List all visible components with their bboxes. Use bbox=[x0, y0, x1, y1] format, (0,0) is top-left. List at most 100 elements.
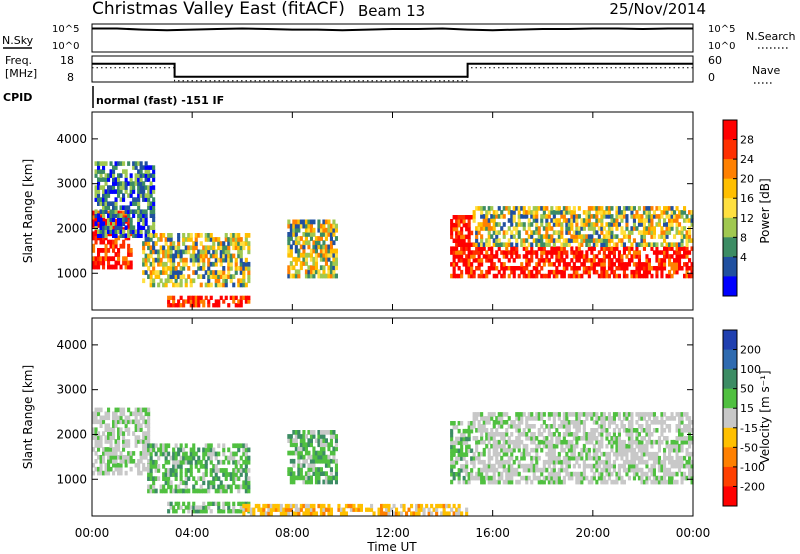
power-cell bbox=[690, 238, 694, 243]
velocity-cell bbox=[132, 419, 136, 425]
power-cell bbox=[112, 256, 116, 262]
power-cell bbox=[117, 217, 121, 222]
power-cell bbox=[457, 234, 461, 240]
power-cell bbox=[577, 226, 581, 231]
power-cell bbox=[560, 214, 564, 219]
power-cell bbox=[547, 234, 551, 239]
power-cell bbox=[572, 262, 576, 267]
power-cell bbox=[487, 242, 491, 247]
velocity-cell bbox=[637, 443, 641, 449]
velocity-cell bbox=[137, 466, 141, 472]
velocity-cell bbox=[134, 415, 138, 421]
velocity-cell bbox=[142, 462, 146, 468]
power-cell bbox=[169, 245, 173, 251]
velocity-cell bbox=[162, 476, 166, 481]
velocity-cell bbox=[540, 412, 544, 417]
power-cell bbox=[475, 258, 479, 263]
power-cell bbox=[485, 222, 489, 227]
power-cell bbox=[475, 246, 479, 251]
power-cell bbox=[149, 249, 153, 255]
velocity-cell bbox=[630, 439, 634, 445]
velocity-cell bbox=[144, 407, 148, 413]
velocity-cell bbox=[122, 411, 126, 417]
velocity-cell bbox=[212, 501, 216, 506]
velocity-cell bbox=[194, 480, 198, 486]
velocity-cell bbox=[680, 428, 684, 433]
power-cell bbox=[324, 261, 328, 266]
power-cell bbox=[485, 226, 489, 231]
power-cell bbox=[685, 250, 689, 255]
power-cell bbox=[472, 258, 476, 263]
velocity-cell bbox=[582, 447, 586, 453]
velocity-cell bbox=[197, 459, 201, 465]
power-cell bbox=[505, 206, 509, 211]
velocity-cell bbox=[147, 443, 151, 449]
velocity-cell bbox=[562, 432, 566, 437]
power-cell bbox=[530, 269, 534, 275]
velocity-cell bbox=[455, 460, 459, 465]
velocity-cell bbox=[482, 459, 486, 465]
velocity-cell bbox=[688, 443, 692, 449]
velocity-cell bbox=[97, 407, 101, 413]
velocity-cell bbox=[502, 463, 506, 469]
power-cell bbox=[560, 230, 564, 235]
power-cell bbox=[467, 258, 471, 263]
velocity-cell bbox=[264, 503, 268, 509]
power-cell bbox=[650, 222, 654, 227]
velocity-cell bbox=[292, 450, 296, 456]
power-cell bbox=[492, 230, 496, 235]
velocity-cell bbox=[492, 424, 496, 429]
power-cell bbox=[557, 250, 561, 255]
power-cell bbox=[645, 214, 649, 219]
power-cell bbox=[620, 242, 624, 247]
velocity-cell bbox=[182, 447, 186, 453]
power-cell bbox=[617, 266, 621, 271]
power-cell bbox=[650, 218, 654, 223]
power-cell bbox=[167, 233, 171, 238]
velocity-cell bbox=[562, 439, 566, 445]
power-cell bbox=[582, 269, 586, 275]
power-cell bbox=[557, 238, 561, 243]
power-cell bbox=[560, 258, 564, 263]
power-cell bbox=[507, 210, 511, 215]
power-cell bbox=[229, 253, 233, 259]
power-cell bbox=[502, 266, 506, 271]
power-cell bbox=[187, 299, 191, 304]
power-cell bbox=[455, 254, 459, 259]
power-colorbar-segment bbox=[723, 276, 737, 297]
power-cell bbox=[605, 254, 609, 259]
power-cell bbox=[104, 218, 108, 224]
velocity-cell bbox=[172, 468, 176, 473]
power-cell bbox=[492, 218, 496, 223]
velocity-cell bbox=[660, 439, 664, 445]
power-cell bbox=[597, 234, 601, 239]
power-cell bbox=[149, 261, 153, 267]
velocity-cell bbox=[109, 451, 113, 456]
velocity-cell bbox=[112, 447, 116, 452]
velocity-cell bbox=[242, 447, 246, 453]
velocity-cell bbox=[527, 475, 531, 481]
power-cell bbox=[109, 169, 113, 174]
velocity-cell bbox=[600, 428, 604, 433]
power-cell bbox=[647, 242, 651, 247]
velocity-cell bbox=[552, 447, 556, 453]
velocity-cell bbox=[299, 454, 303, 460]
power-cell bbox=[465, 222, 469, 228]
velocity-cell bbox=[590, 428, 594, 433]
power-cell bbox=[545, 206, 549, 211]
power-cell bbox=[144, 257, 148, 263]
power-cell bbox=[517, 234, 521, 239]
power-cell bbox=[515, 266, 519, 271]
velocity-cell bbox=[565, 416, 569, 421]
velocity-cell bbox=[487, 459, 491, 465]
velocity-cell bbox=[209, 451, 213, 457]
velocity-cell bbox=[174, 468, 178, 473]
velocity-cell bbox=[530, 412, 534, 417]
velocity-cell bbox=[294, 430, 298, 435]
velocity-cell bbox=[530, 424, 534, 429]
power-cell bbox=[575, 254, 579, 259]
velocity-cell bbox=[167, 468, 171, 473]
velocity-cell bbox=[635, 420, 639, 425]
power-cell bbox=[477, 250, 481, 255]
